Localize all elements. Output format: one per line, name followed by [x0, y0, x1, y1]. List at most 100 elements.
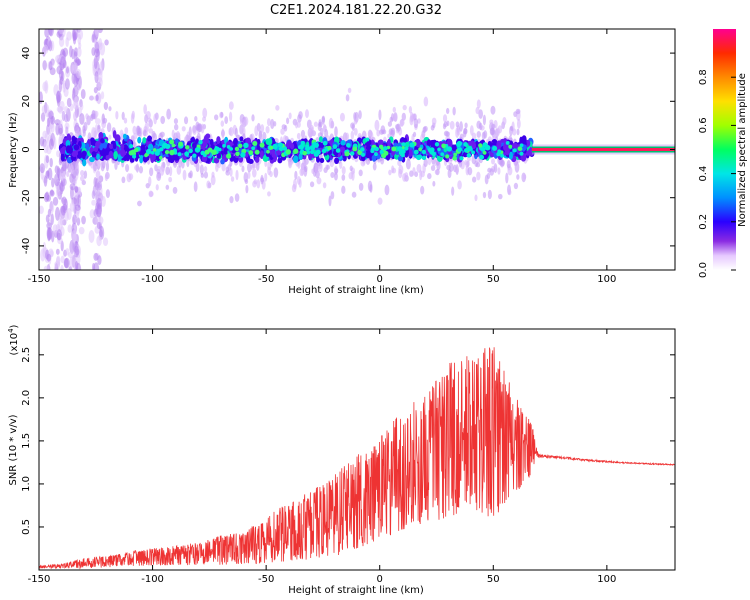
spectrogram-noise-blob [48, 40, 53, 52]
spectrogram-halo-blob [282, 135, 288, 143]
spectrogram-halo-blob [506, 160, 511, 169]
spectrogram-band-blob [415, 139, 421, 148]
spectrogram-peak-blob [352, 146, 358, 152]
spectrogram-halo-blob [241, 165, 245, 173]
spectrogram-noise-blob [46, 253, 52, 262]
spectrogram-peak-blob [200, 150, 206, 156]
spectrogram-halo-blob [484, 174, 489, 185]
spectrogram-halo-blob [475, 106, 480, 115]
spectrogram-halo-blob [455, 127, 459, 139]
spectrogram-noise-blob [94, 41, 100, 54]
spectrogram-peak-blob [146, 148, 152, 155]
spectrogram-band-blob [292, 155, 299, 163]
spectrogram-halo-blob [229, 196, 234, 204]
spectrogram-noise-blob [52, 196, 59, 206]
spectrogram-halo-blob [330, 171, 335, 178]
spectrogram-halo-blob [328, 117, 334, 129]
spectrogram-band-blob [223, 147, 228, 155]
spectrogram-halo-blob [194, 115, 198, 122]
spectrogram-peak-blob [322, 140, 328, 146]
spectrogram-peak-blob [452, 155, 457, 161]
spectrogram-halo-blob [206, 180, 211, 189]
spectrogram-noise-blob [77, 194, 81, 208]
spectrogram-band-blob [365, 145, 372, 151]
spectrogram-noise-blob [67, 224, 73, 233]
spectrogram-halo-blob [482, 191, 487, 199]
spectrogram-halo-blob [102, 117, 108, 124]
spectrogram-halo-blob [165, 166, 170, 176]
spectrogram-halo-blob [214, 114, 219, 121]
spectrogram-noise-blob [55, 122, 60, 136]
spectrogram-halo-blob [152, 132, 158, 142]
spectrogram-band-blob [340, 140, 346, 146]
spectrogram-halo-blob [183, 116, 189, 125]
spectrogram-peak-blob [178, 141, 184, 147]
snr-x-tick-label: -50 [258, 574, 274, 585]
spectrogram-peak-blob [383, 146, 388, 151]
spectrogram-halo-blob [502, 116, 507, 126]
snr-x-label: Height of straight line (km) [288, 585, 424, 596]
spectrogram-halo-blob [476, 130, 481, 138]
spectrogram-peak-blob [282, 146, 288, 151]
spectrogram-halo-blob [455, 121, 460, 128]
spectrogram-noise-blob [103, 101, 109, 111]
spectrogram-noise-blob [75, 262, 82, 270]
spectrogram-peak-blob [519, 151, 524, 156]
spectrogram-halo-blob [423, 158, 428, 167]
spectrogram-noise-blob [52, 136, 57, 150]
spectrogram-halo-blob [491, 123, 496, 130]
spectrogram-halo-blob [255, 161, 260, 171]
spectrogram-band-blob [318, 136, 323, 143]
spectrogram-halo-blob [137, 200, 142, 207]
spectrogram-noise-blob [76, 46, 82, 58]
spectrogram-halo-blob [298, 111, 303, 120]
spectrogram-halo-blob [92, 185, 97, 197]
spectrogram-peak-blob [254, 149, 260, 155]
spectrogram-noise-blob [94, 71, 99, 84]
spectrogram-halo-blob [358, 182, 364, 191]
snr-y-scale-prefix: (x10 [9, 333, 20, 356]
spectrogram-noise-blob [89, 209, 95, 219]
spectrogram-halo-blob [408, 106, 413, 114]
spectrogram-noise-blob [91, 47, 96, 56]
spectrogram-y-tick-label: 0 [21, 146, 32, 152]
spectrogram-band-blob [527, 148, 532, 156]
spectrogram-halo-blob [452, 106, 456, 116]
spectrogram-halo-blob [210, 174, 216, 186]
spectrogram-halo-blob [108, 106, 112, 112]
spectrogram-band-blob [109, 143, 114, 150]
spectrogram-peak-blob [251, 146, 256, 151]
spectrogram-peak-blob [397, 146, 403, 152]
spectrogram-peak-blob [467, 146, 473, 152]
spectrogram-halo-blob [378, 109, 382, 121]
spectrogram-band-blob [96, 153, 100, 160]
colorbar-ticks: 0.0 0.2 0.4 0.6 0.8 [698, 69, 736, 278]
spectrogram-band-blob [511, 142, 518, 149]
spectrogram-halo-blob [466, 156, 471, 162]
spectrogram-halo-blob [445, 107, 450, 114]
spectrogram-halo-blob [173, 118, 179, 125]
spectrogram-y-tick-label: -20 [21, 190, 32, 206]
spectrogram-band-blob [113, 150, 118, 160]
spectrogram-noise-blob [79, 113, 85, 125]
spectrogram-halo-blob [464, 159, 468, 166]
spectrogram-peak-blob [429, 147, 435, 153]
spectrogram-halo-blob [281, 124, 287, 130]
spectrogram-peak-blob [169, 139, 175, 145]
spectrogram-halo-blob [220, 120, 225, 127]
spectrogram-peak-blob [184, 151, 190, 157]
spectrogram-peak-blob [401, 142, 406, 147]
spectrogram-halo-blob [334, 126, 338, 138]
spectrogram-halo-blob [314, 164, 319, 174]
spectrogram-noise-blob [59, 75, 64, 85]
spectrogram-band-blob [397, 155, 404, 162]
spectrogram-peak-blob [188, 148, 193, 154]
spectrogram-peak-blob [229, 147, 234, 151]
spectrogram-halo-blob [60, 168, 64, 174]
spectrogram-halo-blob [353, 118, 358, 125]
spectrogram-halo-blob [348, 172, 353, 180]
spectrogram-band-blob [298, 152, 303, 161]
spectrogram-halo-blob [295, 121, 299, 129]
spectrogram-halo-blob [168, 166, 173, 177]
spectrogram-halo-blob [487, 189, 492, 200]
